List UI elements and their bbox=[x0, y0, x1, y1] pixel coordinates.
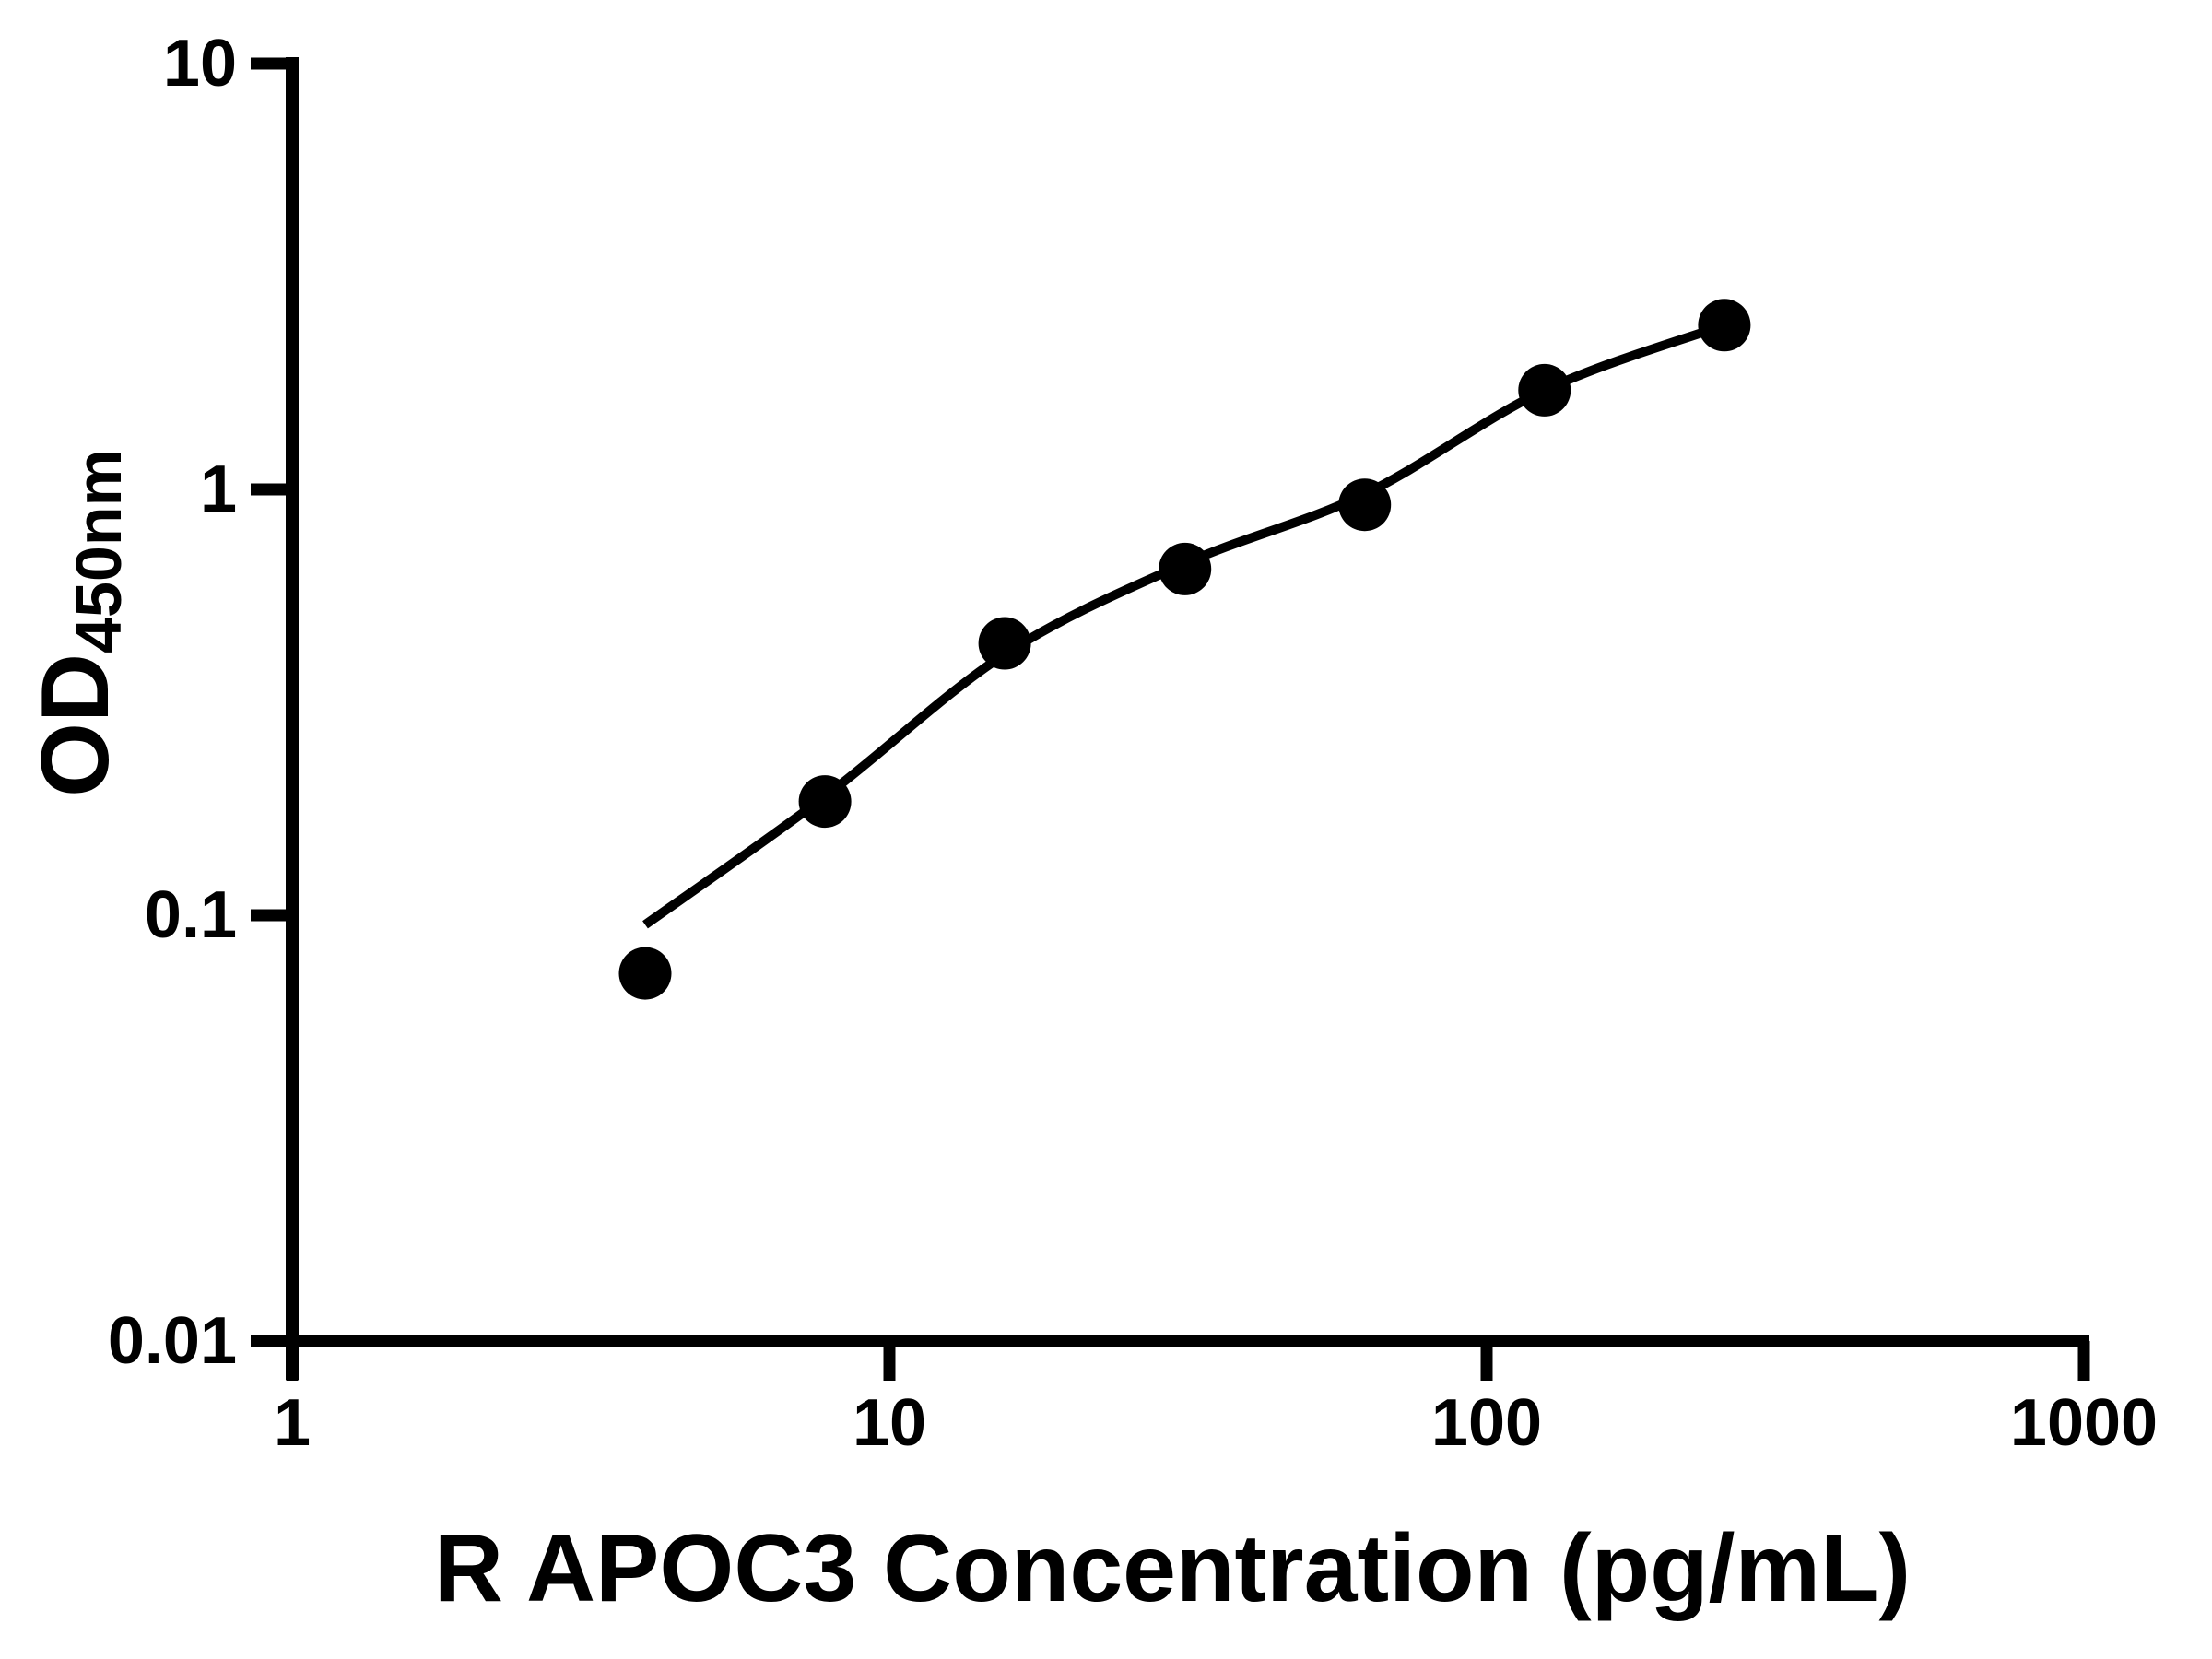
y-axis bbox=[251, 57, 299, 1380]
y-axis-title-sub: 450nm bbox=[63, 449, 135, 653]
data-point bbox=[978, 617, 1031, 670]
data-point bbox=[1159, 542, 1212, 595]
y-axis-title-main: OD bbox=[22, 653, 129, 797]
y-tick-label: 1 bbox=[200, 453, 237, 526]
data-points bbox=[618, 299, 1751, 1000]
y-tick-labels: 10 1 0.1 0.01 bbox=[108, 27, 237, 1378]
x-tick-label: 1 bbox=[274, 1386, 311, 1460]
x-tick-label: 100 bbox=[1431, 1386, 1542, 1460]
fit-curve bbox=[642, 321, 1726, 929]
data-point bbox=[618, 947, 672, 1000]
y-tick-label: 0.1 bbox=[145, 878, 237, 952]
x-tick-label: 1000 bbox=[2010, 1386, 2158, 1460]
data-point bbox=[1698, 299, 1751, 352]
x-axis bbox=[286, 1335, 2090, 1381]
y-tick-label: 0.01 bbox=[108, 1304, 237, 1378]
x-tick-labels: 1 10 100 1000 bbox=[274, 1386, 2158, 1460]
data-point bbox=[1518, 363, 1571, 417]
data-point bbox=[798, 775, 852, 829]
fit-curve-line bbox=[642, 321, 1726, 929]
y-tick-label: 10 bbox=[163, 27, 237, 100]
x-axis-title: R APOC3 Concentration (pg/mL) bbox=[434, 1515, 1911, 1622]
y-axis-title: OD450nm bbox=[22, 449, 135, 797]
data-point bbox=[1338, 478, 1392, 532]
x-tick-label: 10 bbox=[853, 1386, 926, 1460]
